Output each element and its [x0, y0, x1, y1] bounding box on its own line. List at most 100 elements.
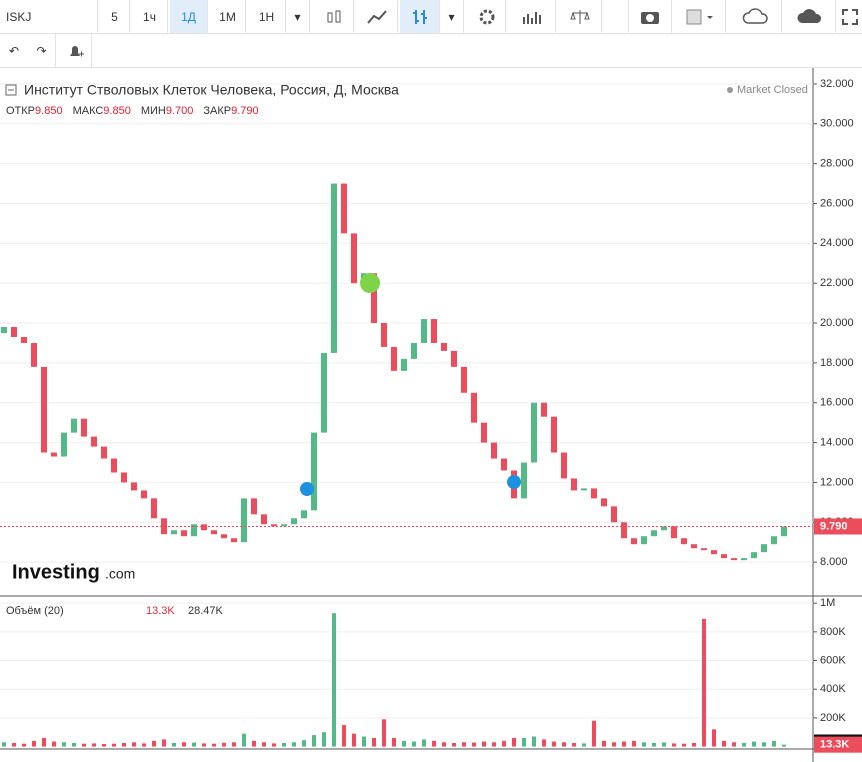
candle — [191, 524, 197, 537]
volume-bar — [182, 742, 186, 747]
volume-bar — [82, 743, 86, 747]
collapse-icon[interactable] — [5, 84, 17, 96]
indicators-button[interactable] — [508, 0, 556, 33]
alert-button[interactable] — [58, 34, 92, 67]
compare-button[interactable] — [558, 0, 602, 33]
volume-bar — [142, 743, 146, 747]
interval-button[interactable]: 1Д — [170, 0, 208, 33]
area-button[interactable] — [356, 0, 398, 33]
volume-bar — [632, 740, 636, 747]
y-tick-label: 28.000 — [820, 158, 854, 170]
color-picker[interactable] — [674, 0, 726, 33]
dividend-marker[interactable] — [360, 273, 380, 293]
candle — [341, 183, 347, 234]
icon — [69, 45, 84, 56]
icon — [686, 9, 713, 24]
volume-bar — [462, 742, 466, 747]
symbol-input[interactable]: ISKJ — [0, 0, 98, 33]
candle — [611, 506, 617, 523]
fullscreen-button[interactable] — [838, 0, 862, 33]
volume-bar — [412, 741, 416, 747]
ohlc-label: ЗАКР — [203, 105, 231, 117]
volume-bar — [692, 742, 696, 747]
candle — [321, 352, 327, 433]
y-tick-label: 16.000 — [820, 397, 854, 409]
volume-bar — [782, 744, 786, 747]
volume-bar — [22, 743, 26, 747]
candle — [531, 402, 537, 463]
candle — [601, 498, 607, 507]
settings-button[interactable] — [468, 0, 506, 33]
icon — [327, 10, 340, 22]
volume-bar — [752, 741, 756, 747]
candle — [521, 462, 527, 499]
candle — [731, 558, 737, 561]
volume-bar — [672, 743, 676, 747]
candle — [101, 446, 107, 459]
redo-button[interactable]: ↷ — [28, 34, 56, 67]
chart-bg — [0, 68, 862, 762]
y-tick-label: 20.000 — [820, 317, 854, 329]
icon — [569, 9, 590, 24]
load-button[interactable] — [730, 0, 782, 33]
candle — [501, 458, 507, 471]
candle — [351, 233, 357, 284]
candle — [381, 323, 387, 347]
volume-bar — [422, 739, 426, 747]
volume-bar — [42, 737, 46, 747]
volume-bar — [722, 740, 726, 747]
candle — [481, 422, 487, 443]
candle — [201, 524, 207, 531]
candle — [751, 552, 757, 559]
candle — [121, 472, 127, 483]
ohlc-label: ОТКР — [6, 105, 35, 117]
volume-bar — [322, 732, 326, 747]
volume-average: 28.47K — [188, 605, 224, 617]
volume-bar — [492, 742, 496, 747]
candle — [571, 478, 577, 491]
interval-button[interactable]: 1Н — [248, 0, 286, 33]
volume-bar — [272, 743, 276, 747]
icon — [522, 11, 541, 24]
volume-bar — [482, 741, 486, 747]
save-button[interactable] — [784, 0, 836, 33]
candle — [141, 490, 147, 499]
interval-button[interactable]: 1М — [210, 0, 246, 33]
candle — [441, 342, 447, 351]
candle — [211, 530, 217, 535]
bars-button[interactable] — [400, 0, 440, 33]
candle — [761, 544, 767, 553]
toolbar-border — [0, 67, 862, 68]
event-marker[interactable] — [507, 475, 521, 489]
volume-bar — [132, 742, 136, 747]
candle — [21, 336, 27, 343]
candle — [111, 458, 117, 473]
volume-bar — [402, 740, 406, 747]
undo-button[interactable]: ↶ — [0, 34, 28, 67]
price-tag — [814, 518, 862, 535]
candle — [561, 452, 567, 479]
candle — [411, 342, 417, 359]
volume-bar — [652, 742, 656, 747]
candle — [11, 327, 17, 337]
icon — [479, 9, 494, 24]
volume-bar — [612, 742, 616, 747]
volume-bar — [382, 719, 386, 747]
candle-button[interactable] — [314, 0, 354, 33]
volume-bar — [432, 740, 436, 747]
dropdown[interactable]: ▾ — [440, 0, 464, 33]
interval-button[interactable]: 1ч — [132, 0, 168, 33]
candle — [131, 482, 137, 491]
candle — [541, 402, 547, 417]
volume-bar — [622, 741, 626, 747]
candle — [661, 526, 667, 531]
watermark: .com — [105, 566, 135, 582]
event-marker[interactable] — [300, 482, 314, 496]
candle — [471, 392, 477, 423]
interval-button[interactable]: 5 — [100, 0, 130, 33]
y-tick-label: 24.000 — [820, 237, 854, 249]
snapshot-button[interactable] — [628, 0, 672, 33]
dropdown[interactable]: ▾ — [286, 0, 310, 33]
y-tick-label: 200K — [820, 712, 846, 724]
candle — [291, 518, 297, 525]
